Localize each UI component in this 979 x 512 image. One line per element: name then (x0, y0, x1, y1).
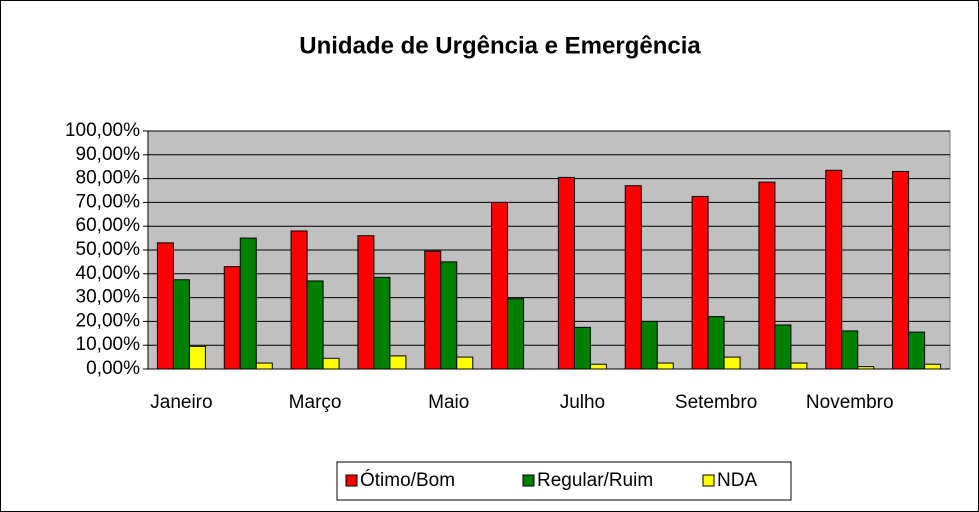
bar (841, 330, 859, 370)
x-tick-label: Novembro (806, 392, 894, 413)
legend-swatch (702, 474, 715, 487)
bar (589, 363, 607, 370)
x-tick-label: Julho (560, 392, 605, 413)
bar (373, 276, 391, 370)
bar (456, 356, 474, 370)
bar (573, 326, 591, 370)
y-tick-label: 10,00% (76, 334, 141, 355)
y-tick-label: 70,00% (76, 191, 141, 212)
legend-swatch (522, 474, 535, 487)
bar (156, 242, 174, 370)
bar (239, 237, 257, 370)
bar (357, 235, 375, 370)
y-tick-label: 80,00% (76, 168, 141, 189)
y-tick-label: 60,00% (76, 215, 141, 236)
y-tick-label: 50,00% (76, 239, 141, 260)
bar (172, 279, 190, 370)
y-tick-label: 20,00% (76, 310, 141, 331)
y-tick-label: 100,00% (65, 120, 140, 141)
bar (656, 362, 674, 370)
y-tick-label: 0,00% (86, 358, 140, 379)
legend-label: NDA (717, 470, 757, 491)
bar (188, 345, 206, 370)
chart-title: Unidade de Urgência e Emergência (299, 32, 701, 59)
x-tick-label: Março (289, 392, 342, 413)
bar (440, 261, 458, 370)
bar (825, 169, 843, 370)
bar (908, 331, 926, 370)
y-tick-label: 30,00% (76, 287, 141, 308)
legend-box (336, 461, 792, 501)
bar (774, 324, 792, 370)
bar (857, 366, 875, 370)
x-tick-label: Janeiro (150, 392, 212, 413)
bar (389, 355, 407, 370)
bar (758, 181, 776, 370)
bar (255, 362, 273, 370)
bar (691, 195, 709, 370)
bar (223, 266, 241, 370)
legend-label: Ótimo/Bom (360, 469, 455, 491)
y-tick-label: 40,00% (76, 263, 141, 284)
legend-swatch (345, 474, 358, 487)
bar (491, 201, 509, 370)
bar (640, 320, 658, 370)
bar (707, 316, 725, 370)
bar (424, 250, 442, 370)
bar (723, 356, 741, 370)
bar (924, 363, 942, 370)
bar (322, 357, 340, 370)
bar (790, 362, 808, 370)
x-tick-label: Maio (428, 392, 469, 413)
bar (290, 230, 308, 370)
x-tick-label: Setembro (675, 392, 757, 413)
bar (306, 280, 324, 370)
bar (892, 170, 910, 370)
y-tick-label: 90,00% (76, 144, 141, 165)
legend-label: Regular/Ruim (537, 470, 653, 491)
bar (624, 185, 642, 370)
bar (557, 176, 575, 370)
bar (507, 298, 525, 370)
